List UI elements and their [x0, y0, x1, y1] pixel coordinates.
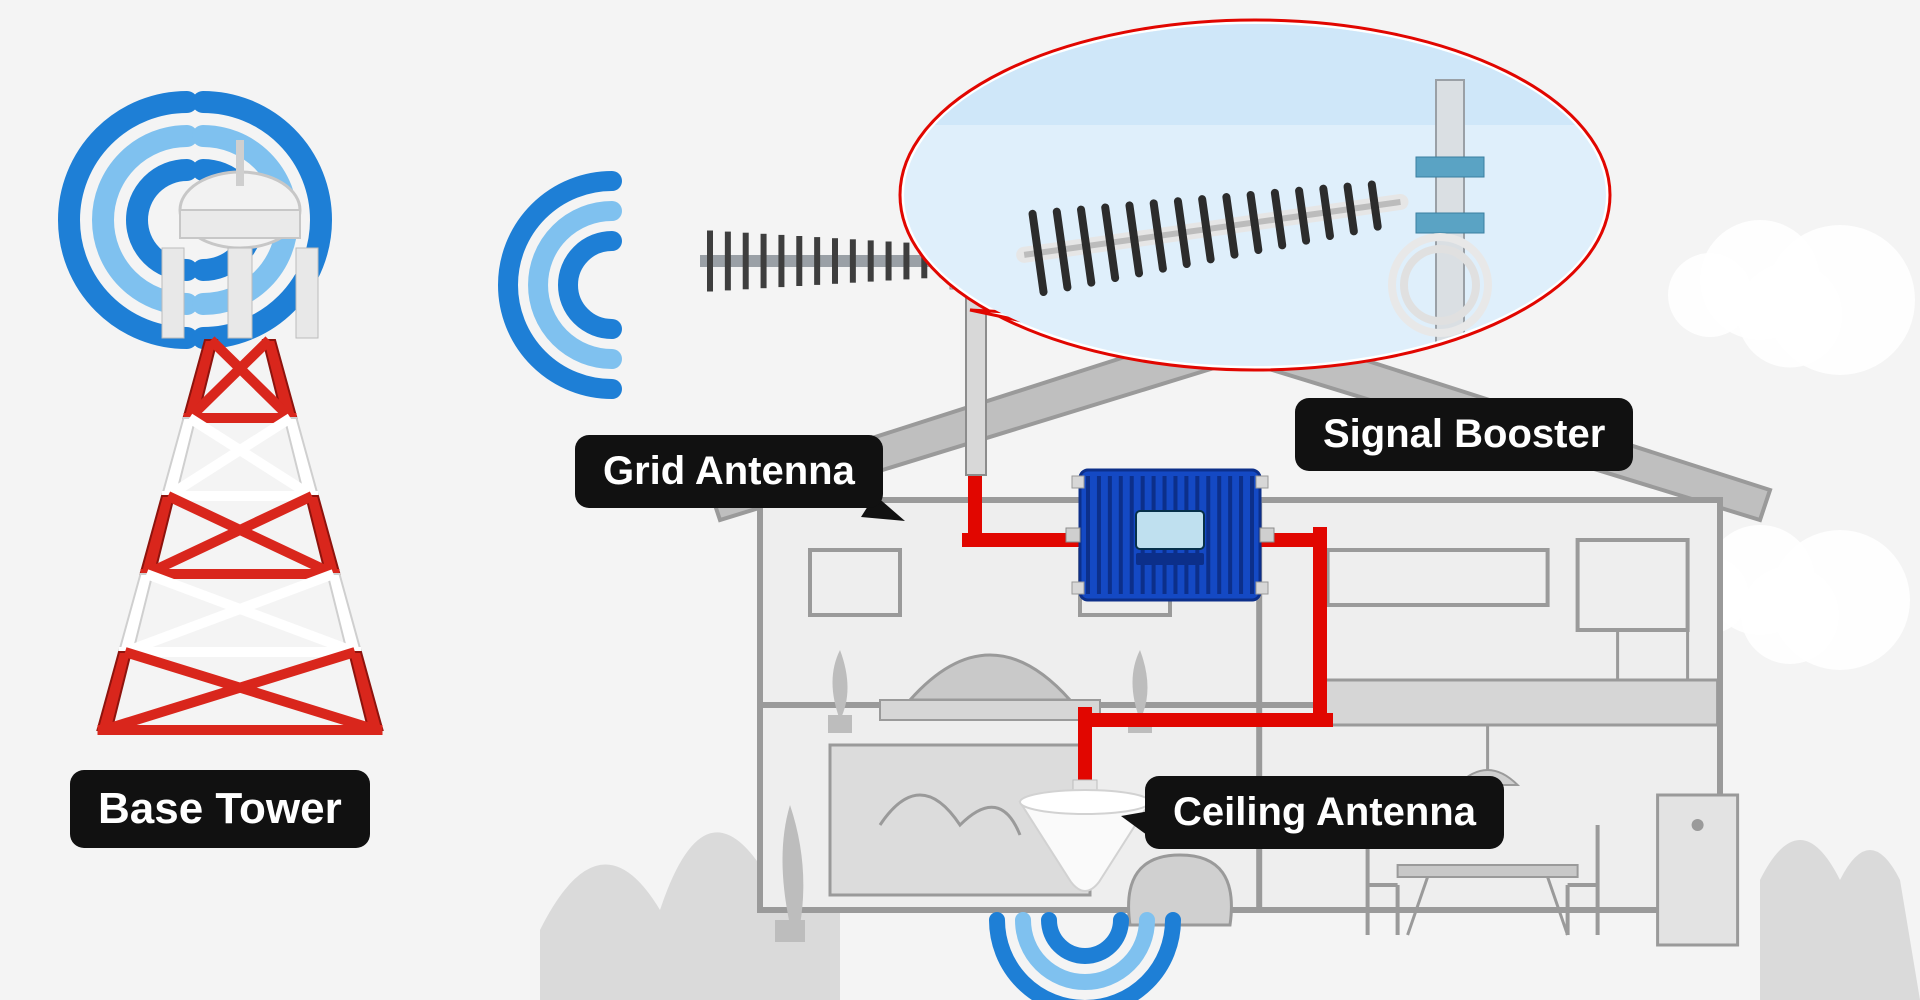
label-base-tower: Base Tower — [70, 770, 370, 848]
label-signal-booster: Signal Booster — [1295, 398, 1633, 471]
diagram-canvas — [0, 0, 1920, 1000]
label-ceiling-antenna: Ceiling Antenna — [1145, 776, 1504, 849]
signal-booster-icon — [1066, 470, 1274, 600]
label-grid-antenna: Grid Antenna — [575, 435, 883, 508]
